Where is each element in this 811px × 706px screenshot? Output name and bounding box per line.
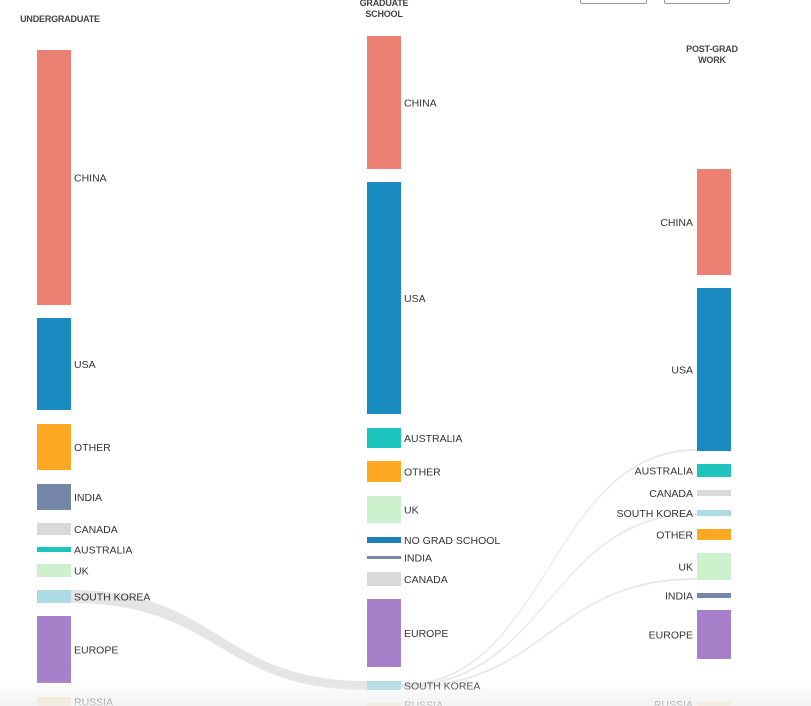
node-label: EUROPE — [74, 645, 118, 657]
node-label: AUSTRALIA — [74, 545, 132, 557]
node-label: OTHER — [404, 467, 441, 479]
node-australia[interactable] — [697, 464, 731, 477]
node-label: RUSSIA — [654, 699, 693, 706]
node-europe[interactable] — [697, 610, 731, 659]
node-india[interactable] — [367, 556, 401, 559]
link-south-korea-flow[interactable] — [401, 449, 697, 686]
node-india[interactable] — [697, 593, 731, 598]
node-label: USA — [74, 359, 96, 371]
node-label: RUSSIA — [74, 697, 113, 706]
node-usa[interactable] — [37, 318, 71, 410]
node-russia[interactable] — [697, 702, 731, 706]
link-south-korea-flow[interactable] — [401, 578, 697, 688]
node-europe[interactable] — [367, 599, 401, 667]
node-australia[interactable] — [37, 547, 71, 552]
node-canada[interactable] — [367, 572, 401, 586]
node-south-korea[interactable] — [367, 681, 401, 690]
node-china[interactable] — [37, 50, 71, 305]
node-uk[interactable] — [37, 564, 71, 577]
node-label: CHINA — [660, 217, 693, 229]
node-india[interactable] — [37, 484, 71, 510]
link-south-korea-flow[interactable] — [71, 590, 367, 690]
node-label: NO GRAD SCHOOL — [404, 535, 500, 547]
column-title-line: WORK — [698, 55, 726, 65]
node-label: AUSTRALIA — [404, 433, 462, 445]
node-label: USA — [671, 365, 693, 377]
node-china[interactable] — [697, 169, 731, 275]
node-uk[interactable] — [697, 553, 731, 580]
node-china[interactable] — [367, 36, 401, 169]
node-label: INDIA — [74, 492, 102, 504]
top-button-2[interactable] — [664, 0, 730, 4]
node-label: CHINA — [74, 173, 107, 185]
top-button-1[interactable] — [580, 0, 647, 4]
node-other[interactable] — [367, 461, 401, 482]
node-label: INDIA — [404, 553, 432, 565]
node-label: RUSSIA — [404, 700, 443, 706]
node-label: CHINA — [404, 98, 437, 110]
node-label: OTHER — [656, 530, 693, 542]
link-south-korea-flow[interactable] — [401, 513, 697, 687]
column-title-graduate-school: GRADUATE SCHOOL — [344, 0, 424, 20]
node-canada[interactable] — [697, 490, 731, 496]
column-title-line: POST-GRAD — [686, 44, 738, 54]
node-south-korea[interactable] — [37, 590, 71, 603]
node-label: CANADA — [404, 574, 448, 586]
links-layer — [71, 449, 697, 690]
node-label: CANADA — [74, 524, 118, 536]
column-title-post-grad-work: POST-GRAD WORK — [672, 44, 752, 66]
node-other[interactable] — [697, 529, 731, 540]
node-label: EUROPE — [404, 628, 448, 640]
node-other[interactable] — [37, 424, 71, 470]
node-label: UK — [404, 505, 419, 517]
node-label: SOUTH KOREA — [617, 508, 693, 520]
node-canada[interactable] — [37, 523, 71, 535]
node-label: UK — [678, 562, 693, 574]
node-label: SOUTH KOREA — [74, 592, 150, 604]
node-label: SOUTH KOREA — [404, 681, 480, 693]
node-label: UK — [74, 566, 89, 578]
column-title-undergraduate: UNDERGRADUATE — [20, 14, 100, 24]
node-russia[interactable] — [37, 697, 71, 706]
node-usa[interactable] — [697, 288, 731, 451]
node-uk[interactable] — [367, 496, 401, 523]
node-usa[interactable] — [367, 182, 401, 414]
column-title-line: GRADUATE — [359, 0, 409, 8]
node-label: EUROPE — [649, 630, 693, 642]
node-south-korea[interactable] — [697, 510, 731, 516]
node-europe[interactable] — [37, 616, 71, 683]
node-label: USA — [404, 293, 426, 305]
column-title-line: SCHOOL — [365, 9, 403, 19]
node-australia[interactable] — [367, 428, 401, 448]
node-label: CANADA — [649, 488, 693, 500]
node-label: OTHER — [74, 442, 111, 454]
node-no-grad-school[interactable] — [367, 537, 401, 543]
node-label: AUSTRALIA — [635, 466, 693, 478]
node-label: INDIA — [665, 591, 693, 603]
